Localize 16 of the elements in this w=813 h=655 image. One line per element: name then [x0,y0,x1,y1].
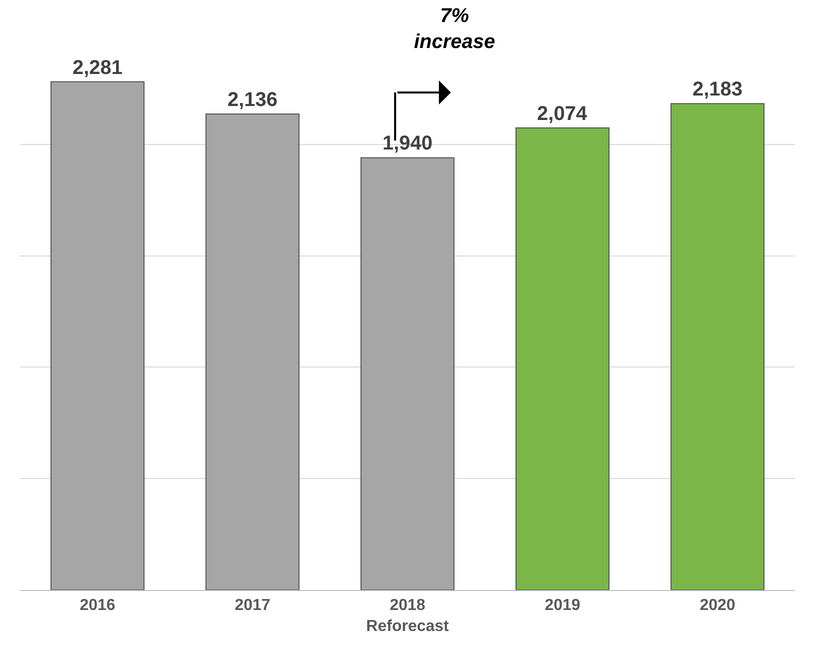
x-tick-label: 2016 [80,597,116,614]
x-tick-label: 2018 Reforecast [366,597,450,635]
data-label: 2,183 [692,78,743,101]
text: 7% increase [414,5,496,53]
x-tick-label: 2017 [234,597,270,614]
data-label: 1,940 [382,132,433,155]
data-label: 2,281 [72,56,123,79]
data-label: 2,136 [227,89,278,112]
x-tick-label: 2019 [544,597,580,614]
bar [50,81,144,590]
bar [360,157,454,590]
bar [670,103,764,590]
bar [206,114,300,590]
x-tick-label: 2020 [700,597,736,614]
bar [516,127,610,590]
data-label: 2,074 [537,102,588,125]
